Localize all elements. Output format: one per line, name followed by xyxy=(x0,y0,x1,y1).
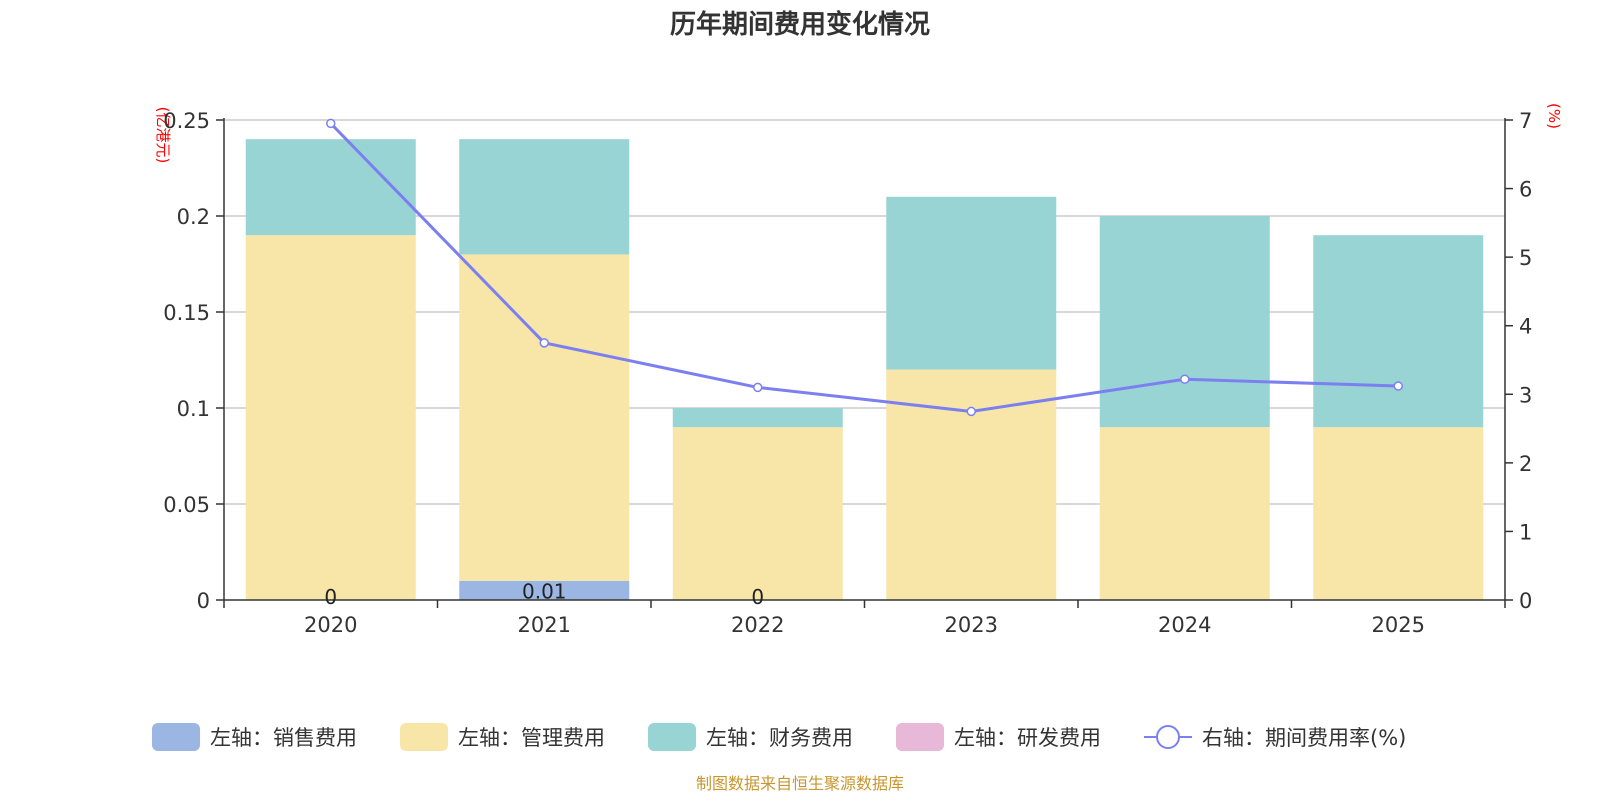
x-tick-label: 2023 xyxy=(945,613,998,637)
bar-segment xyxy=(245,139,416,236)
legend-label: 左轴：财务费用 xyxy=(706,726,853,750)
bar-segment xyxy=(886,196,1057,370)
legend-swatch xyxy=(648,723,696,751)
left-tick-label: 0.2 xyxy=(177,205,210,229)
bar-segment xyxy=(459,580,630,600)
chart-title: 历年期间费用变化情况 xyxy=(670,9,930,40)
legend-label: 左轴：销售费用 xyxy=(210,726,357,750)
x-tick-label: 2020 xyxy=(304,613,357,637)
rate-point xyxy=(753,382,763,393)
bar-segment xyxy=(672,408,843,428)
rate-point xyxy=(539,338,549,348)
bar-segment xyxy=(672,427,843,600)
left-tick-label: 0.25 xyxy=(163,109,210,133)
legend-swatch xyxy=(896,723,944,751)
data-label: 0.01 xyxy=(522,579,567,603)
legend-marker xyxy=(1156,725,1180,749)
right-tick-label: 4 xyxy=(1519,315,1532,339)
legend-label: 左轴：管理费用 xyxy=(458,726,605,750)
rate-point xyxy=(326,118,336,129)
data-label: 0 xyxy=(751,585,764,609)
right-tick-label: 2 xyxy=(1519,452,1532,476)
legend-swatch xyxy=(152,723,200,751)
legend: 左轴：销售费用 左轴：管理费用 左轴：财务费用 左轴：研发费用 右轴：期间费用率(%) xyxy=(152,723,1406,751)
data-label: 0 xyxy=(324,585,337,609)
x-tick-label: 2021 xyxy=(518,613,571,637)
legend-label: 右轴：期间费用率(%) xyxy=(1202,726,1406,750)
left-tick-label: 0.05 xyxy=(163,493,210,517)
right-tick-label: 3 xyxy=(1519,383,1532,407)
axes: 0 0.05 0.1 0.15 0.2 0.25 0 1 2 3 4 5 6 7 2020 2021 2022 2… xyxy=(163,109,1532,637)
bar-segment xyxy=(1313,427,1484,600)
bar-series xyxy=(245,139,1484,600)
source-note: 制图数据来自恒生聚源数据库 xyxy=(696,774,904,793)
right-tick-label: 1 xyxy=(1519,520,1532,544)
rate-point xyxy=(966,406,976,417)
right-axis-unit: (%) xyxy=(1545,103,1563,129)
x-tick-label: 2022 xyxy=(731,613,784,637)
legend-swatch xyxy=(400,723,448,751)
bar-segment xyxy=(1099,427,1270,600)
bar-segment xyxy=(245,235,416,600)
rate-line xyxy=(329,122,1399,413)
left-axis-unit: (亿港元) xyxy=(154,107,172,164)
line-series xyxy=(326,118,1403,417)
bar-segment xyxy=(1313,235,1484,428)
left-tick-label: 0 xyxy=(197,589,210,613)
bar-segment xyxy=(459,139,630,255)
data-labels: 0 0.01 0 xyxy=(324,579,764,609)
right-tick-label: 5 xyxy=(1519,246,1532,270)
left-tick-label: 0.1 xyxy=(177,397,210,421)
rate-point xyxy=(1393,381,1403,391)
grid-lines xyxy=(224,119,1505,505)
right-tick-label: 0 xyxy=(1519,589,1532,613)
right-tick-label: 6 xyxy=(1519,178,1532,202)
bar-segment xyxy=(459,254,630,581)
bar-segment xyxy=(1099,216,1270,428)
left-tick-label: 0.15 xyxy=(163,301,210,325)
legend-label: 左轴：研发费用 xyxy=(954,726,1101,750)
rate-point xyxy=(1180,374,1190,384)
x-tick-label: 2024 xyxy=(1158,613,1211,637)
right-tick-label: 7 xyxy=(1519,109,1532,133)
x-tick-label: 2025 xyxy=(1372,613,1425,637)
